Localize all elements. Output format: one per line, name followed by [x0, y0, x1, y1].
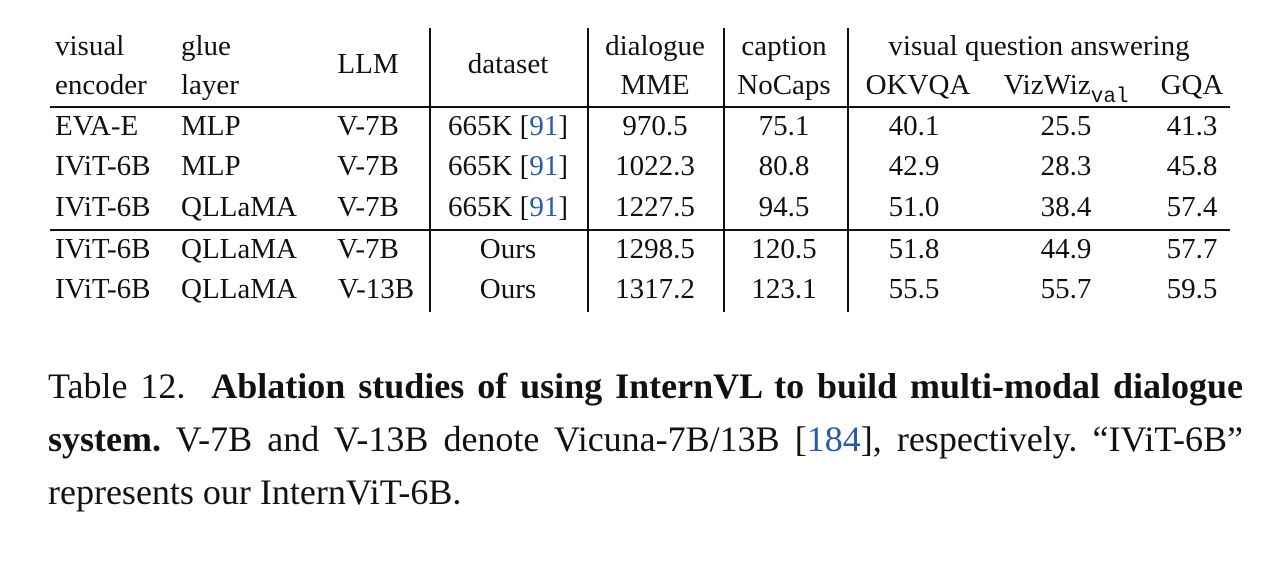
- row3-dataset-text: 665K [: [447, 191, 530, 223]
- row1-dataset-close: ]: [558, 110, 569, 142]
- row3-glue: QLLaMA: [181, 191, 297, 223]
- row4-mme: 1298.5: [615, 233, 695, 265]
- header-gqa: GQA: [1160, 69, 1224, 101]
- row3-okvqa: 51.0: [888, 191, 940, 223]
- header-glue-layer-line2: layer: [181, 69, 239, 101]
- row5-dataset: Ours: [479, 273, 537, 305]
- row2-gqa: 45.8: [1166, 150, 1218, 182]
- header-group-dialogue: dialogue: [605, 30, 705, 62]
- row1-glue: MLP: [181, 110, 241, 142]
- header-visual-encoder-line1: visual: [55, 30, 125, 62]
- row5-nocaps: 123.1: [751, 273, 817, 305]
- row1-dataset: 665K [91]: [448, 106, 568, 146]
- row4-llm: V-7B: [337, 233, 399, 265]
- header-nocaps: NoCaps: [737, 69, 831, 101]
- header-rule: [50, 106, 1230, 108]
- row4-okvqa: 51.8: [888, 233, 940, 265]
- header-llm: LLM: [337, 48, 399, 80]
- row2-glue: MLP: [181, 150, 241, 182]
- caption-text-2: ], respectively. “IViT-6B” represents ou…: [48, 419, 1243, 512]
- row5-okvqa: 55.5: [888, 273, 940, 305]
- row4-dataset: Ours: [479, 233, 537, 265]
- row1-llm: V-7B: [337, 110, 399, 142]
- row3-vizwiz: 38.4: [1040, 191, 1092, 223]
- row2-encoder: IViT-6B: [55, 150, 151, 182]
- header-group-caption: caption: [741, 30, 827, 62]
- header-okvqa: OKVQA: [865, 69, 971, 101]
- caption-bold-title: Ablation studies of using InternVL to bu…: [48, 366, 1244, 459]
- caption-citation[interactable]: 184: [806, 419, 861, 459]
- row1-dataset-citation[interactable]: 91: [529, 110, 559, 142]
- header-vizwiz: VizWizval: [1003, 65, 1128, 110]
- row1-nocaps: 75.1: [758, 110, 810, 142]
- row4-glue: QLLaMA: [181, 233, 297, 265]
- row2-okvqa: 42.9: [888, 150, 940, 182]
- row2-dataset-text: 665K [: [447, 150, 530, 182]
- row5-glue: QLLaMA: [181, 273, 297, 305]
- row3-nocaps: 94.5: [758, 191, 810, 223]
- caption-label: Table 12.: [48, 366, 186, 406]
- row2-mme: 1022.3: [615, 150, 695, 182]
- table-caption: Table 12. Ablation studies of using Inte…: [48, 360, 1243, 519]
- row3-gqa: 57.4: [1166, 191, 1218, 223]
- row4-vizwiz: 44.9: [1040, 233, 1092, 265]
- header-dataset: dataset: [467, 48, 549, 80]
- row5-gqa: 59.5: [1166, 273, 1218, 305]
- header-glue-layer-line1: glue: [181, 30, 231, 62]
- header-vizwiz-label: VizWiz: [1003, 69, 1091, 101]
- row4-encoder: IViT-6B: [55, 233, 151, 265]
- row5-llm: V-13B: [337, 273, 415, 305]
- row5-vizwiz: 55.7: [1040, 273, 1092, 305]
- row1-vizwiz: 25.5: [1040, 110, 1092, 142]
- row3-encoder: IViT-6B: [55, 191, 151, 223]
- row3-mme: 1227.5: [615, 191, 695, 223]
- row5-encoder: IViT-6B: [55, 273, 151, 305]
- row3-dataset: 665K [91]: [448, 187, 568, 227]
- results-table: visual glue encoder layer LLM dataset di…: [50, 28, 1230, 312]
- row1-mme: 970.5: [622, 110, 688, 142]
- vrule-after-dataset: [587, 28, 589, 312]
- row2-dataset-close: ]: [558, 150, 569, 182]
- header-visual-encoder-line2: encoder: [55, 69, 147, 101]
- vrule-after-dialogue: [723, 28, 725, 312]
- vrule-after-caption: [847, 28, 849, 312]
- row2-vizwiz: 28.3: [1040, 150, 1092, 182]
- row2-dataset: 665K [91]: [448, 146, 568, 186]
- row1-gqa: 41.3: [1166, 110, 1218, 142]
- row1-dataset-text: 665K [: [447, 110, 530, 142]
- row4-gqa: 57.7: [1166, 233, 1218, 265]
- header-vizwiz-subscript: val: [1090, 86, 1129, 109]
- row3-dataset-citation[interactable]: 91: [529, 191, 559, 223]
- header-group-vqa: visual question answering: [888, 30, 1190, 62]
- row5-mme: 1317.2: [615, 273, 695, 305]
- header-mme: MME: [620, 69, 690, 101]
- group-rule: [50, 229, 1230, 231]
- row3-llm: V-7B: [337, 191, 399, 223]
- row2-nocaps: 80.8: [758, 150, 810, 182]
- row1-encoder: EVA-E: [55, 110, 139, 142]
- row2-dataset-citation[interactable]: 91: [529, 150, 559, 182]
- row2-llm: V-7B: [337, 150, 399, 182]
- caption-text-1: V-7B and V-13B denote Vicuna-7B/13B [: [175, 419, 807, 459]
- row1-okvqa: 40.1: [888, 110, 940, 142]
- row3-dataset-close: ]: [558, 191, 569, 223]
- vrule-after-llm: [429, 28, 431, 312]
- row4-nocaps: 120.5: [751, 233, 817, 265]
